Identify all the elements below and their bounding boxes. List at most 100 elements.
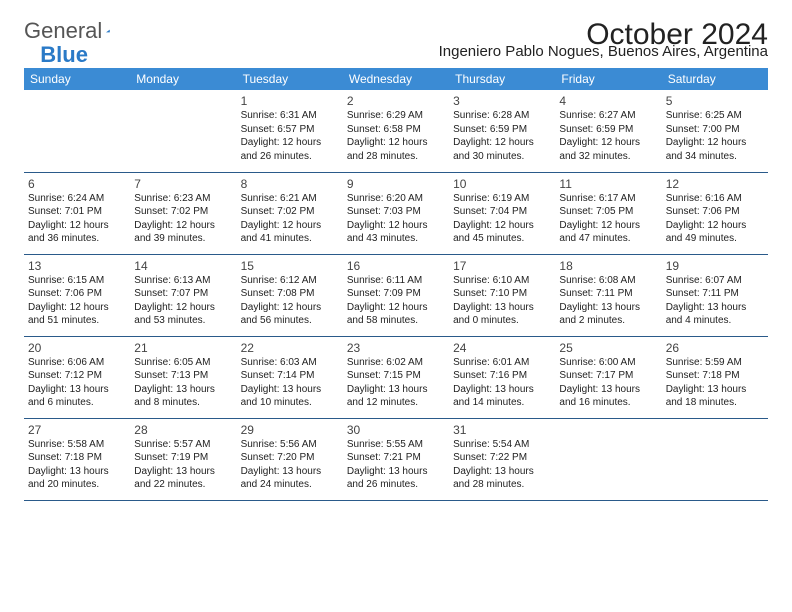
day-number: 16: [347, 259, 445, 273]
sunrise-line: Sunrise: 5:59 AM: [666, 356, 764, 370]
day-info: Sunrise: 6:12 AMSunset: 7:08 PMDaylight:…: [241, 274, 339, 328]
sunset-line: Sunset: 7:11 PM: [666, 287, 764, 301]
daylight-line: Daylight: 13 hours and 0 minutes.: [453, 301, 551, 328]
sunset-line: Sunset: 7:19 PM: [134, 451, 232, 465]
sunrise-line: Sunrise: 6:10 AM: [453, 274, 551, 288]
day-number: 30: [347, 423, 445, 437]
calendar-day-cell: 20Sunrise: 6:06 AMSunset: 7:12 PMDayligh…: [24, 336, 130, 418]
calendar-day-cell: 26Sunrise: 5:59 AMSunset: 7:18 PMDayligh…: [662, 336, 768, 418]
calendar-day-cell: 17Sunrise: 6:10 AMSunset: 7:10 PMDayligh…: [449, 254, 555, 336]
day-info: Sunrise: 6:15 AMSunset: 7:06 PMDaylight:…: [28, 274, 126, 328]
day-header: Friday: [555, 68, 661, 90]
sunset-line: Sunset: 7:22 PM: [453, 451, 551, 465]
sunrise-line: Sunrise: 6:17 AM: [559, 192, 657, 206]
day-info: Sunrise: 5:57 AMSunset: 7:19 PMDaylight:…: [134, 438, 232, 492]
sunset-line: Sunset: 7:18 PM: [28, 451, 126, 465]
calendar-day-cell: [130, 90, 236, 172]
day-number: 26: [666, 341, 764, 355]
calendar-day-cell: 5Sunrise: 6:25 AMSunset: 7:00 PMDaylight…: [662, 90, 768, 172]
day-info: Sunrise: 6:07 AMSunset: 7:11 PMDaylight:…: [666, 274, 764, 328]
calendar-week-row: 27Sunrise: 5:58 AMSunset: 7:18 PMDayligh…: [24, 418, 768, 500]
calendar-day-cell: 1Sunrise: 6:31 AMSunset: 6:57 PMDaylight…: [237, 90, 343, 172]
day-number: 17: [453, 259, 551, 273]
day-info: Sunrise: 6:02 AMSunset: 7:15 PMDaylight:…: [347, 356, 445, 410]
day-number: 21: [134, 341, 232, 355]
sunset-line: Sunset: 7:14 PM: [241, 369, 339, 383]
location-subtitle: Ingeniero Pablo Nogues, Buenos Aires, Ar…: [439, 43, 768, 60]
daylight-line: Daylight: 12 hours and 47 minutes.: [559, 219, 657, 246]
calendar-day-cell: 6Sunrise: 6:24 AMSunset: 7:01 PMDaylight…: [24, 172, 130, 254]
day-info: Sunrise: 5:56 AMSunset: 7:20 PMDaylight:…: [241, 438, 339, 492]
daylight-line: Daylight: 12 hours and 26 minutes.: [241, 136, 339, 163]
calendar-day-cell: 30Sunrise: 5:55 AMSunset: 7:21 PMDayligh…: [343, 418, 449, 500]
day-number: 3: [453, 94, 551, 108]
sunset-line: Sunset: 6:57 PM: [241, 123, 339, 137]
calendar-week-row: 1Sunrise: 6:31 AMSunset: 6:57 PMDaylight…: [24, 90, 768, 172]
day-number: 23: [347, 341, 445, 355]
day-header: Wednesday: [343, 68, 449, 90]
day-info: Sunrise: 6:27 AMSunset: 6:59 PMDaylight:…: [559, 109, 657, 163]
sunrise-line: Sunrise: 6:03 AM: [241, 356, 339, 370]
day-number: 13: [28, 259, 126, 273]
day-header: Monday: [130, 68, 236, 90]
day-info: Sunrise: 6:13 AMSunset: 7:07 PMDaylight:…: [134, 274, 232, 328]
daylight-line: Daylight: 12 hours and 43 minutes.: [347, 219, 445, 246]
day-number: 4: [559, 94, 657, 108]
calendar-day-cell: 4Sunrise: 6:27 AMSunset: 6:59 PMDaylight…: [555, 90, 661, 172]
daylight-line: Daylight: 13 hours and 26 minutes.: [347, 465, 445, 492]
sunset-line: Sunset: 7:09 PM: [347, 287, 445, 301]
sunset-line: Sunset: 7:20 PM: [241, 451, 339, 465]
daylight-line: Daylight: 13 hours and 16 minutes.: [559, 383, 657, 410]
calendar-week-row: 20Sunrise: 6:06 AMSunset: 7:12 PMDayligh…: [24, 336, 768, 418]
sunset-line: Sunset: 7:13 PM: [134, 369, 232, 383]
sunrise-line: Sunrise: 6:13 AM: [134, 274, 232, 288]
sunset-line: Sunset: 6:59 PM: [559, 123, 657, 137]
day-number: 20: [28, 341, 126, 355]
sunset-line: Sunset: 7:18 PM: [666, 369, 764, 383]
daylight-line: Daylight: 13 hours and 14 minutes.: [453, 383, 551, 410]
day-number: 27: [28, 423, 126, 437]
sunset-line: Sunset: 7:02 PM: [241, 205, 339, 219]
logo-text-blue: Blue: [40, 42, 88, 68]
sunrise-line: Sunrise: 6:02 AM: [347, 356, 445, 370]
sunset-line: Sunset: 7:17 PM: [559, 369, 657, 383]
sunrise-line: Sunrise: 5:56 AM: [241, 438, 339, 452]
day-number: 29: [241, 423, 339, 437]
day-info: Sunrise: 6:21 AMSunset: 7:02 PMDaylight:…: [241, 192, 339, 246]
calendar-day-cell: [24, 90, 130, 172]
day-number: 28: [134, 423, 232, 437]
daylight-line: Daylight: 12 hours and 53 minutes.: [134, 301, 232, 328]
day-info: Sunrise: 6:01 AMSunset: 7:16 PMDaylight:…: [453, 356, 551, 410]
calendar-day-cell: 9Sunrise: 6:20 AMSunset: 7:03 PMDaylight…: [343, 172, 449, 254]
day-number: 15: [241, 259, 339, 273]
sunrise-line: Sunrise: 6:23 AM: [134, 192, 232, 206]
calendar-day-cell: 10Sunrise: 6:19 AMSunset: 7:04 PMDayligh…: [449, 172, 555, 254]
sunrise-line: Sunrise: 6:20 AM: [347, 192, 445, 206]
daylight-line: Daylight: 12 hours and 49 minutes.: [666, 219, 764, 246]
sunset-line: Sunset: 7:03 PM: [347, 205, 445, 219]
calendar-day-cell: 22Sunrise: 6:03 AMSunset: 7:14 PMDayligh…: [237, 336, 343, 418]
sunrise-line: Sunrise: 6:05 AM: [134, 356, 232, 370]
logo: General: [24, 18, 130, 44]
sunrise-line: Sunrise: 6:29 AM: [347, 109, 445, 123]
day-number: 6: [28, 177, 126, 191]
sunset-line: Sunset: 7:02 PM: [134, 205, 232, 219]
daylight-line: Daylight: 13 hours and 2 minutes.: [559, 301, 657, 328]
calendar-day-cell: 23Sunrise: 6:02 AMSunset: 7:15 PMDayligh…: [343, 336, 449, 418]
calendar-day-cell: 28Sunrise: 5:57 AMSunset: 7:19 PMDayligh…: [130, 418, 236, 500]
sunrise-line: Sunrise: 6:00 AM: [559, 356, 657, 370]
sunset-line: Sunset: 6:59 PM: [453, 123, 551, 137]
daylight-line: Daylight: 12 hours and 30 minutes.: [453, 136, 551, 163]
day-info: Sunrise: 6:28 AMSunset: 6:59 PMDaylight:…: [453, 109, 551, 163]
sunrise-line: Sunrise: 6:31 AM: [241, 109, 339, 123]
day-number: 9: [347, 177, 445, 191]
sunrise-line: Sunrise: 6:11 AM: [347, 274, 445, 288]
sunset-line: Sunset: 7:21 PM: [347, 451, 445, 465]
daylight-line: Daylight: 12 hours and 56 minutes.: [241, 301, 339, 328]
sunrise-line: Sunrise: 6:21 AM: [241, 192, 339, 206]
day-number: 11: [559, 177, 657, 191]
day-info: Sunrise: 5:59 AMSunset: 7:18 PMDaylight:…: [666, 356, 764, 410]
day-info: Sunrise: 6:24 AMSunset: 7:01 PMDaylight:…: [28, 192, 126, 246]
calendar-week-row: 13Sunrise: 6:15 AMSunset: 7:06 PMDayligh…: [24, 254, 768, 336]
daylight-line: Daylight: 13 hours and 18 minutes.: [666, 383, 764, 410]
